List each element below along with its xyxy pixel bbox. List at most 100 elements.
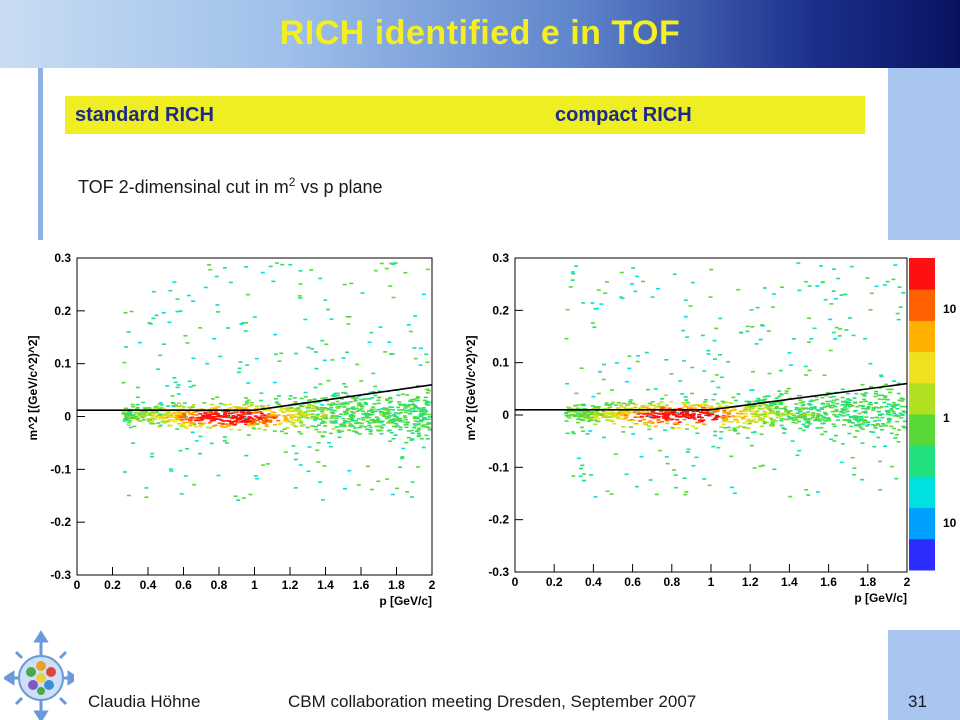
density-cell bbox=[392, 418, 397, 420]
density-cell bbox=[345, 412, 350, 415]
density-cell bbox=[792, 414, 797, 417]
density-cell bbox=[756, 397, 761, 400]
density-cell bbox=[355, 422, 360, 424]
density-cell bbox=[415, 385, 420, 387]
density-cell bbox=[371, 372, 376, 375]
density-cell bbox=[403, 421, 408, 424]
density-cell bbox=[690, 366, 695, 369]
density-cell bbox=[832, 440, 837, 442]
density-cell bbox=[718, 437, 723, 440]
density-cell bbox=[182, 425, 187, 428]
density-cell bbox=[271, 414, 276, 416]
density-cell bbox=[422, 399, 427, 402]
density-cell bbox=[706, 349, 711, 352]
density-cell bbox=[326, 403, 331, 406]
density-cell bbox=[419, 420, 424, 423]
density-cell bbox=[342, 425, 347, 428]
density-cell bbox=[122, 420, 127, 422]
density-cell bbox=[374, 425, 379, 428]
density-cell bbox=[592, 407, 597, 410]
density-cell bbox=[390, 422, 395, 424]
density-cell bbox=[286, 408, 291, 410]
density-cell bbox=[816, 413, 821, 415]
density-cell bbox=[625, 413, 630, 416]
density-cell bbox=[726, 361, 731, 363]
density-cell bbox=[654, 412, 659, 415]
density-cell bbox=[150, 455, 155, 458]
density-cell bbox=[624, 416, 629, 418]
y-tick-label: 0.1 bbox=[492, 356, 509, 370]
density-cell bbox=[334, 426, 339, 428]
density-cell bbox=[314, 406, 319, 408]
density-cell bbox=[294, 452, 299, 455]
density-cell bbox=[386, 408, 391, 411]
density-cell bbox=[408, 330, 413, 333]
density-cell bbox=[607, 413, 612, 415]
density-cell bbox=[855, 405, 860, 408]
density-cell bbox=[303, 411, 308, 414]
density-cell bbox=[223, 413, 227, 416]
density-cell bbox=[847, 419, 852, 421]
density-cell bbox=[735, 426, 740, 429]
density-cell bbox=[641, 280, 645, 283]
density-cell bbox=[601, 410, 606, 412]
density-cell bbox=[815, 427, 820, 429]
density-cell bbox=[334, 403, 338, 406]
density-cell bbox=[666, 417, 671, 419]
x-tick-label: 1 bbox=[251, 578, 258, 592]
density-cell bbox=[876, 436, 881, 439]
density-cell bbox=[308, 399, 313, 401]
density-cell bbox=[844, 403, 848, 406]
density-cell bbox=[774, 397, 779, 399]
density-cell bbox=[240, 415, 244, 418]
density-cell bbox=[292, 409, 297, 412]
density-cell bbox=[896, 415, 901, 417]
density-cell bbox=[327, 441, 332, 444]
density-cell bbox=[249, 401, 254, 404]
density-cell bbox=[379, 408, 384, 410]
density-cell bbox=[253, 475, 258, 477]
density-cell bbox=[726, 426, 731, 429]
density-cell bbox=[758, 405, 763, 407]
density-cell bbox=[646, 388, 650, 391]
density-cell bbox=[198, 425, 203, 428]
density-cell bbox=[604, 281, 609, 283]
density-cell bbox=[700, 334, 705, 337]
density-cell bbox=[856, 420, 861, 423]
density-cell bbox=[831, 395, 836, 398]
density-cell bbox=[426, 427, 431, 429]
density-cell bbox=[662, 413, 667, 416]
density-cell bbox=[749, 444, 754, 447]
density-cell bbox=[351, 412, 356, 414]
density-cell bbox=[774, 401, 779, 403]
density-cell bbox=[424, 434, 429, 437]
density-cell bbox=[210, 408, 215, 411]
density-cell bbox=[691, 416, 696, 419]
density-cell bbox=[608, 406, 613, 409]
density-cell bbox=[332, 409, 337, 412]
density-cell bbox=[773, 403, 778, 405]
density-cell bbox=[902, 405, 907, 408]
density-cell bbox=[338, 403, 343, 405]
density-cell bbox=[316, 408, 321, 411]
density-cell bbox=[577, 414, 582, 416]
density-cell bbox=[778, 415, 783, 417]
density-cell bbox=[307, 406, 312, 409]
density-cell bbox=[222, 403, 227, 406]
density-cell bbox=[596, 392, 601, 395]
density-cell bbox=[404, 441, 409, 444]
density-cell bbox=[306, 413, 311, 416]
density-cell bbox=[844, 408, 849, 410]
density-cell bbox=[862, 393, 867, 396]
density-cell bbox=[342, 421, 347, 424]
density-cell bbox=[692, 404, 697, 407]
density-cell bbox=[376, 429, 381, 432]
density-cell bbox=[685, 423, 690, 426]
density-cell bbox=[607, 412, 612, 414]
density-cell bbox=[184, 421, 189, 424]
density-cell bbox=[213, 406, 218, 408]
density-cell bbox=[341, 403, 346, 406]
density-cell bbox=[580, 419, 584, 422]
density-cell bbox=[421, 424, 426, 426]
density-cell bbox=[363, 425, 367, 428]
